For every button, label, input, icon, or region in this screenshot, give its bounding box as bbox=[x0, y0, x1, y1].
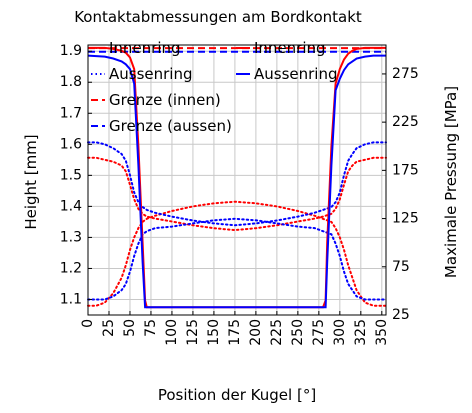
y-axis-label: Height [mm] bbox=[22, 134, 40, 229]
y-tick-label: 1.7 bbox=[60, 105, 82, 121]
y-tick-label: 1.1 bbox=[60, 291, 82, 307]
x-tick-label: 250 bbox=[290, 319, 306, 346]
legend-left-label: Grenze (innen) bbox=[109, 91, 221, 109]
x-tick-label: 350 bbox=[374, 319, 390, 346]
y2-tick-label: 125 bbox=[392, 211, 419, 227]
y-tick-label: 1.8 bbox=[60, 74, 82, 90]
series-line bbox=[87, 200, 387, 307]
y-tick-label: 1.4 bbox=[60, 198, 82, 214]
y-tick-label: 1.2 bbox=[60, 260, 82, 276]
series-group bbox=[87, 46, 387, 309]
y-tick-label: 1.9 bbox=[60, 43, 82, 59]
legend-left-label: Innenring bbox=[109, 39, 181, 57]
x-tick-label: 125 bbox=[185, 319, 201, 346]
x-tick-label: 275 bbox=[311, 319, 327, 346]
series-line bbox=[87, 54, 386, 309]
series-line bbox=[87, 141, 387, 227]
ticks: 0 25 50 75 100 125 150 175 200 225 250 275 300 325 350… bbox=[60, 43, 419, 346]
grid bbox=[87, 45, 386, 315]
y2-tick-label: 175 bbox=[392, 162, 419, 178]
x-tick-label: 100 bbox=[164, 319, 180, 346]
y2-axis-label: Maximale Pressung [MPa] bbox=[442, 86, 460, 278]
x-tick-label: 225 bbox=[269, 319, 285, 346]
y-tick-label: 1.6 bbox=[60, 136, 82, 152]
x-tick-label: 175 bbox=[227, 319, 243, 346]
chart-title: Kontaktabmessungen am Bordkontakt bbox=[74, 8, 362, 26]
y-tick-label: 1.5 bbox=[60, 167, 82, 183]
x-tick-label: 150 bbox=[206, 319, 222, 346]
x-tick-label: 50 bbox=[122, 319, 138, 337]
legend-right-label: Aussenring bbox=[254, 65, 338, 83]
series-line bbox=[88, 46, 386, 309]
y2-tick-label: 275 bbox=[392, 66, 419, 82]
x-axis-label: Position der Kugel [°] bbox=[158, 386, 316, 404]
y2-tick-label: 25 bbox=[392, 307, 410, 323]
legend-left-label: Aussenring bbox=[109, 65, 193, 83]
series-line bbox=[87, 217, 387, 301]
series-line bbox=[87, 156, 387, 232]
x-tick-label: 200 bbox=[248, 319, 264, 346]
y-tick-label: 1.3 bbox=[60, 229, 82, 245]
x-tick-label: 300 bbox=[332, 319, 348, 346]
x-tick-label: 25 bbox=[101, 319, 117, 337]
y2-tick-label: 75 bbox=[392, 259, 410, 275]
x-tick-label: 75 bbox=[143, 319, 159, 337]
y2-tick-label: 225 bbox=[392, 114, 419, 130]
x-tick-label: 325 bbox=[353, 319, 369, 346]
legend-left-label: Grenze (aussen) bbox=[109, 117, 232, 135]
plot-frame bbox=[87, 44, 387, 316]
x-tick-label: 0 bbox=[80, 319, 96, 328]
legend: Innenring Aussenring Grenze (innen) Grenze … bbox=[91, 39, 338, 135]
legend-right-label: Innenring bbox=[254, 39, 326, 57]
